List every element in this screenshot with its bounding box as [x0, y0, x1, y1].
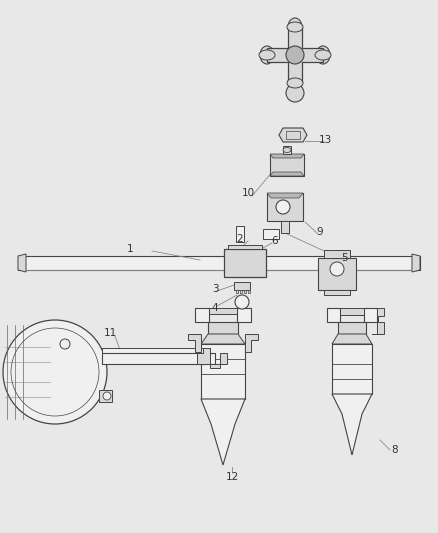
- Polygon shape: [245, 334, 258, 352]
- Polygon shape: [318, 258, 356, 290]
- Text: 11: 11: [103, 328, 117, 338]
- Polygon shape: [248, 290, 250, 293]
- Polygon shape: [244, 290, 246, 293]
- Text: 12: 12: [226, 472, 239, 482]
- Text: 13: 13: [318, 135, 332, 145]
- Polygon shape: [236, 290, 238, 293]
- Polygon shape: [267, 27, 323, 83]
- Polygon shape: [372, 308, 384, 334]
- Circle shape: [3, 320, 107, 424]
- Polygon shape: [18, 256, 420, 270]
- Ellipse shape: [288, 18, 302, 36]
- Text: 5: 5: [342, 253, 348, 263]
- Text: 2: 2: [237, 234, 244, 244]
- Polygon shape: [102, 353, 215, 364]
- Ellipse shape: [288, 74, 302, 92]
- Polygon shape: [201, 399, 245, 465]
- Ellipse shape: [260, 46, 274, 64]
- Polygon shape: [327, 308, 340, 322]
- Polygon shape: [267, 193, 303, 221]
- Polygon shape: [332, 344, 372, 394]
- Polygon shape: [201, 334, 245, 344]
- Polygon shape: [197, 348, 227, 368]
- Text: 10: 10: [241, 188, 254, 198]
- Polygon shape: [332, 334, 372, 344]
- Polygon shape: [208, 322, 238, 334]
- Text: 4: 4: [212, 303, 218, 313]
- Polygon shape: [99, 390, 112, 402]
- Polygon shape: [270, 154, 304, 176]
- Polygon shape: [263, 229, 279, 239]
- Polygon shape: [234, 282, 250, 290]
- Polygon shape: [188, 334, 201, 352]
- Circle shape: [276, 200, 290, 214]
- Polygon shape: [412, 254, 420, 272]
- Polygon shape: [288, 27, 302, 83]
- Circle shape: [286, 46, 304, 64]
- Polygon shape: [270, 172, 304, 176]
- Circle shape: [330, 262, 344, 276]
- Polygon shape: [267, 193, 303, 198]
- Polygon shape: [270, 154, 304, 158]
- Polygon shape: [102, 348, 203, 353]
- Polygon shape: [267, 48, 323, 62]
- Polygon shape: [228, 245, 262, 249]
- Polygon shape: [240, 290, 242, 293]
- Circle shape: [103, 392, 111, 400]
- Text: 1: 1: [127, 244, 133, 254]
- Polygon shape: [209, 308, 237, 314]
- Polygon shape: [224, 249, 266, 277]
- Ellipse shape: [316, 46, 330, 64]
- Circle shape: [235, 295, 249, 309]
- Polygon shape: [340, 308, 364, 315]
- Ellipse shape: [287, 22, 303, 32]
- Polygon shape: [279, 128, 307, 142]
- Text: 3: 3: [212, 284, 218, 294]
- Polygon shape: [332, 394, 372, 455]
- Polygon shape: [283, 146, 291, 154]
- Polygon shape: [237, 308, 251, 322]
- Ellipse shape: [259, 50, 275, 60]
- Polygon shape: [18, 254, 26, 272]
- Polygon shape: [364, 308, 377, 322]
- Ellipse shape: [287, 78, 303, 88]
- Polygon shape: [338, 322, 366, 334]
- Polygon shape: [195, 308, 209, 322]
- Text: 6: 6: [272, 236, 278, 246]
- Polygon shape: [324, 290, 350, 295]
- Ellipse shape: [283, 148, 291, 152]
- Text: 8: 8: [392, 445, 398, 455]
- Polygon shape: [281, 221, 289, 233]
- Polygon shape: [324, 250, 350, 258]
- Polygon shape: [236, 226, 244, 242]
- Text: 9: 9: [317, 227, 323, 237]
- Ellipse shape: [315, 50, 331, 60]
- Circle shape: [286, 84, 304, 102]
- Polygon shape: [201, 344, 245, 399]
